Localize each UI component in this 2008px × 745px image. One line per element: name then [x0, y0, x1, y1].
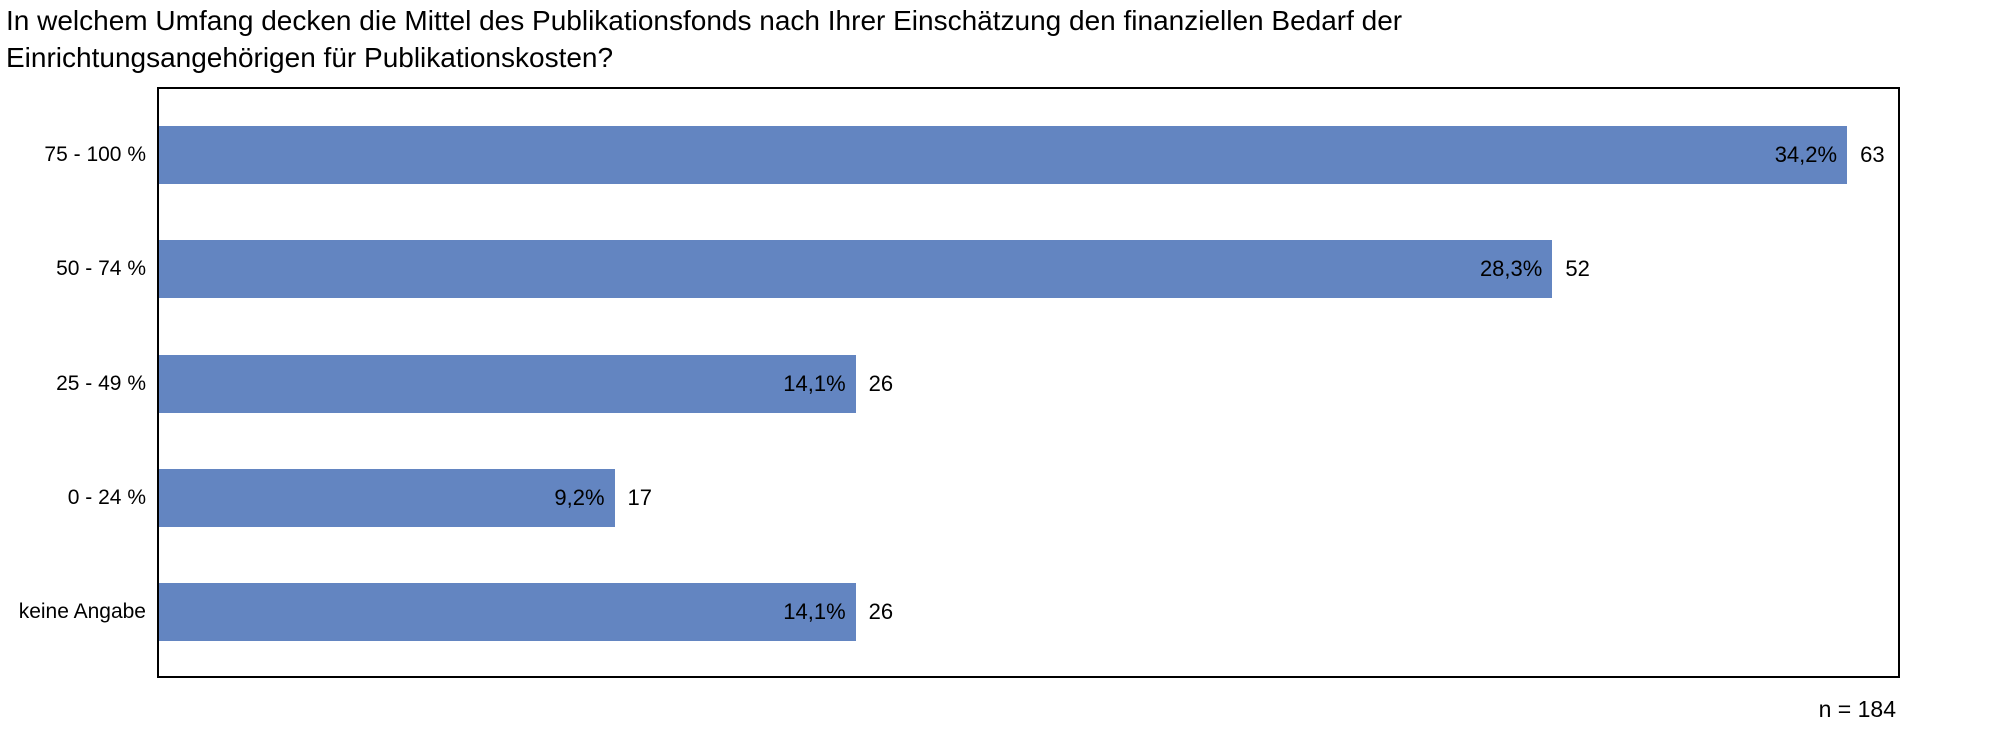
- chart-row: 28,3% 52: [159, 212, 1898, 326]
- category-label: 75 - 100 %: [44, 143, 146, 167]
- bar-percent-label: 14,1%: [783, 370, 846, 396]
- bar-percent-label: 28,3%: [1479, 256, 1543, 282]
- bar-count-label: 17: [627, 484, 652, 510]
- chart-row: 14,1% 26: [159, 555, 1898, 669]
- bar-count-label: 63: [1860, 142, 1885, 168]
- bar-count-label: 52: [1565, 256, 1590, 282]
- category-label: 25 - 49 %: [56, 371, 146, 395]
- bar-percent-label: 14,1%: [783, 598, 846, 624]
- category-label: 50 - 74 %: [56, 257, 146, 281]
- bar-count-label: 26: [868, 598, 894, 624]
- bar: 9,2%: [159, 468, 615, 527]
- bar: 14,1%: [159, 354, 856, 413]
- bar-percent-label: 9,2%: [554, 484, 605, 510]
- bar: 34,2%: [159, 126, 1848, 185]
- bar-percent-label: 34,2%: [1774, 142, 1838, 168]
- chart-title: In welchem Umfang decken die Mittel des …: [6, 2, 1402, 76]
- category-labels: 75 - 100 % 50 - 74 % 25 - 49 % 0 - 24 % kein…: [0, 89, 146, 676]
- bar: 14,1%: [159, 582, 856, 641]
- chart-row: 9,2% 17: [159, 441, 1898, 555]
- chart-title-line2: Einrichtungsangehörigen für Publikations…: [6, 42, 614, 73]
- bar-count-label: 26: [868, 370, 894, 396]
- chart-row: 34,2% 63: [159, 98, 1898, 212]
- category-label: 0 - 24 %: [67, 485, 146, 509]
- chart-row: 14,1% 26: [159, 326, 1898, 440]
- category-label: keine Angabe: [18, 599, 146, 623]
- bar: 28,3%: [159, 240, 1553, 299]
- chart-rows: 34,2% 63 28,3% 52 14,1% 26 9,2% 17 14,1% 26: [159, 89, 1898, 676]
- sample-size-label: n = 184: [1818, 696, 1896, 722]
- chart-title-line1: In welchem Umfang decken die Mittel des …: [6, 5, 1403, 36]
